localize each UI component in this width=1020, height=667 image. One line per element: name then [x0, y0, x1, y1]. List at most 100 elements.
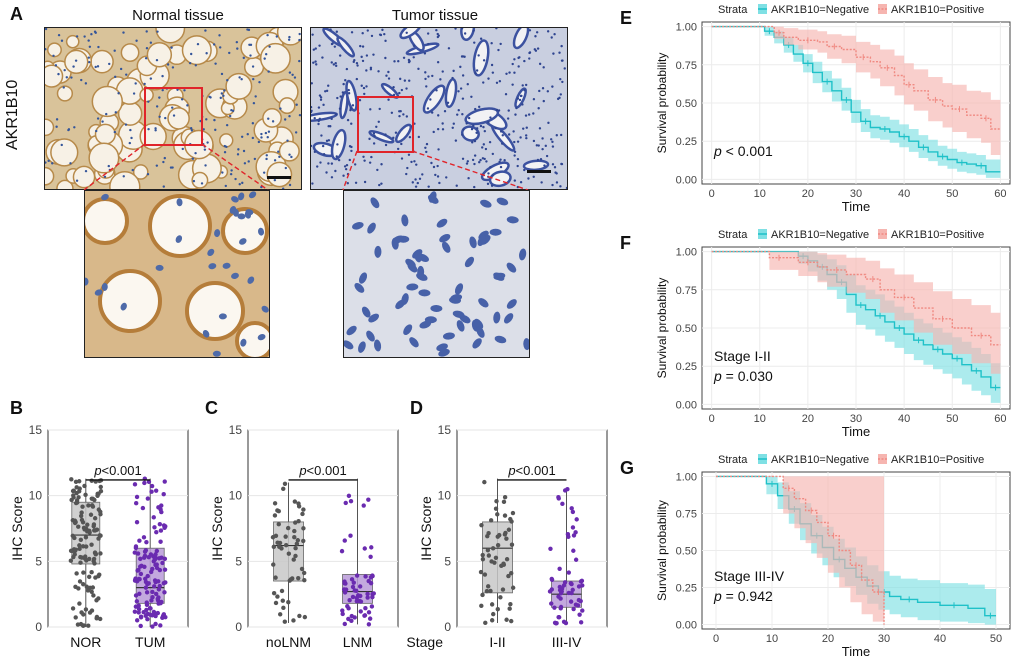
nucleus — [541, 147, 544, 151]
nucleus — [240, 135, 244, 138]
nucleus — [482, 143, 485, 146]
data-point — [142, 549, 148, 554]
nucleus — [228, 114, 232, 118]
box-plot-b: 0 5 10 15 IHC Score NOR TUM p<0.001 — [9, 423, 189, 650]
nucleus — [96, 117, 100, 120]
nucleus — [398, 110, 401, 113]
data-point — [148, 606, 153, 611]
nucleus — [220, 92, 224, 95]
nucleus — [223, 151, 227, 154]
nucleus — [436, 164, 439, 168]
nucleus — [84, 169, 88, 173]
nucleus — [423, 52, 427, 55]
data-point — [366, 578, 371, 584]
nucleus — [144, 56, 148, 60]
data-point — [73, 519, 78, 525]
nucleus — [368, 161, 372, 164]
nucleus — [470, 127, 474, 131]
nucleus — [430, 161, 433, 165]
nucleus — [477, 54, 480, 57]
nucleus — [361, 59, 365, 63]
nucleus — [119, 67, 123, 71]
nucleus — [538, 89, 541, 93]
nucleus — [117, 92, 120, 95]
nucleus — [545, 154, 549, 158]
nucleus — [239, 238, 247, 245]
data-point — [281, 486, 286, 492]
y-axis-label: IHC Score — [9, 496, 25, 561]
nucleus — [339, 95, 342, 98]
data-point — [292, 535, 297, 540]
data-point — [348, 533, 353, 538]
nucleus — [311, 110, 313, 114]
nucleus — [238, 183, 241, 186]
data-point — [162, 479, 167, 484]
data-point — [81, 582, 86, 587]
data-point — [509, 618, 514, 624]
nucleus — [479, 124, 483, 128]
nucleus — [189, 52, 193, 56]
nucleus — [317, 106, 321, 109]
nucleus — [203, 148, 207, 151]
tumor-zoom-image — [344, 191, 529, 357]
nucleus — [495, 81, 499, 84]
nucleus — [312, 61, 315, 64]
survival-curve-positive — [716, 475, 885, 625]
nucleus — [363, 92, 366, 96]
data-point — [340, 608, 345, 613]
nucleus — [155, 264, 164, 271]
nucleus — [503, 313, 514, 324]
data-point — [549, 587, 555, 592]
data-point — [271, 590, 277, 596]
nucleus — [561, 80, 564, 84]
data-point — [301, 526, 306, 531]
data-point — [552, 605, 557, 610]
nucleus — [231, 272, 239, 279]
data-point — [480, 557, 486, 562]
nucleus — [522, 127, 525, 130]
x-tick-label: 30 — [850, 188, 862, 200]
nucleus — [322, 152, 326, 156]
x-tick-label: 20 — [822, 633, 834, 645]
data-point — [278, 612, 283, 617]
nucleus — [105, 112, 108, 116]
nucleus — [525, 126, 528, 129]
nucleus — [67, 128, 70, 132]
data-point — [501, 499, 507, 505]
tumor-tissue-zoom — [343, 190, 530, 358]
nucleus — [471, 141, 474, 144]
y-tick-label: 5 — [235, 554, 242, 568]
data-point — [479, 522, 484, 528]
nucleus — [394, 131, 398, 134]
data-point — [157, 567, 163, 573]
nucleus — [532, 112, 535, 115]
nucleus — [426, 32, 430, 35]
gland — [167, 107, 190, 130]
data-point — [495, 606, 500, 612]
data-point — [491, 611, 496, 617]
nucleus — [436, 127, 440, 131]
data-point — [365, 591, 370, 597]
data-point — [151, 609, 157, 615]
nucleus — [508, 71, 511, 74]
data-point — [161, 491, 166, 497]
data-point — [157, 583, 162, 589]
confidence-band-positive — [716, 476, 884, 625]
nucleus — [132, 92, 136, 95]
nucleus — [358, 272, 368, 284]
data-point — [273, 575, 278, 580]
nucleus — [541, 87, 545, 90]
nucleus — [537, 144, 540, 147]
nucleus — [432, 165, 436, 169]
nucleus — [241, 181, 244, 185]
nucleus — [512, 130, 515, 133]
nucleus — [212, 43, 216, 46]
legend-label-negative: AKR1B10=Negative — [771, 4, 869, 16]
data-point — [149, 598, 154, 603]
panel-label-b: B — [10, 398, 23, 418]
nucleus — [287, 38, 291, 41]
nucleus — [196, 42, 200, 46]
data-point — [152, 584, 157, 589]
nucleus — [267, 130, 271, 133]
nucleus — [490, 184, 494, 187]
